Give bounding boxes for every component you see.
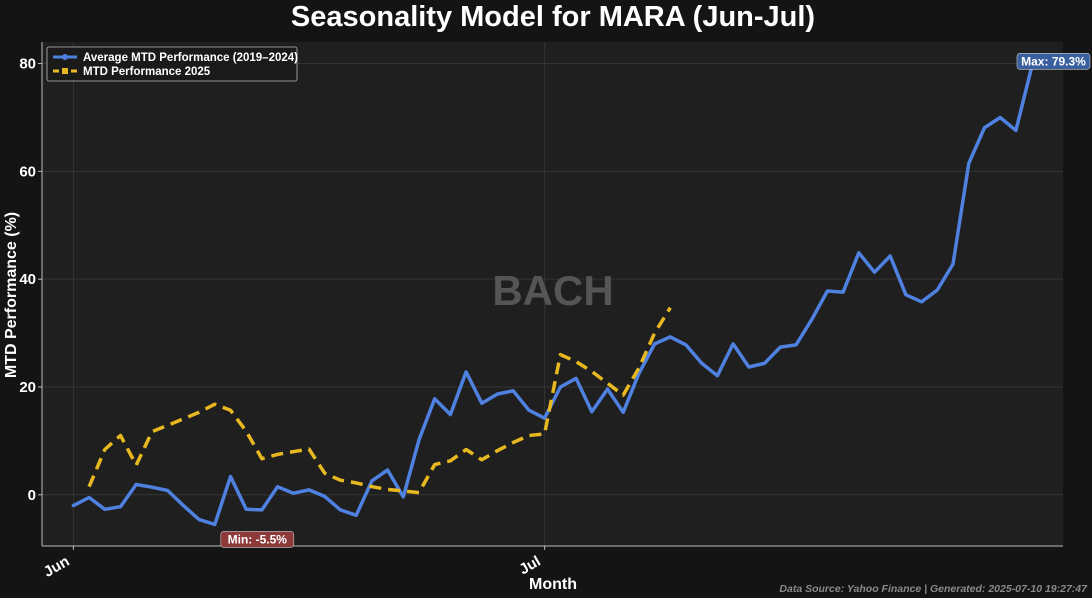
max-annotation-label: Max: 79.3%	[1021, 54, 1086, 68]
plot-background	[42, 42, 1063, 546]
chart-title: Seasonality Model for MARA (Jun-Jul)	[291, 1, 815, 33]
legend-items: Average MTD Performance (2019–2024) MTD P…	[53, 52, 298, 78]
performance-2025-line	[87, 306, 672, 495]
annotation-layer: Max: 79.3% Min: -5.5%	[220, 53, 1091, 548]
max-annotation-box	[1016, 53, 1091, 70]
legend-label: MTD Performance 2025	[83, 66, 211, 78]
min-annotation-label: Min: -5.5%	[228, 532, 288, 546]
y-tick-label: 40	[19, 271, 36, 288]
footer-source-note: Data Source: Yahoo Finance | Generated: …	[779, 583, 1088, 595]
legend-marker	[62, 68, 68, 74]
watermark: BACH	[492, 267, 613, 314]
y-tick-label: 20	[19, 379, 36, 396]
legend-label: Average MTD Performance (2019–2024)	[83, 52, 298, 64]
y-tick-label: 80	[19, 56, 36, 73]
legend-marker	[62, 54, 68, 60]
legend: Average MTD Performance (2019–2024) MTD P…	[46, 46, 298, 82]
legend-box	[46, 46, 298, 82]
y-tick-label: 0	[28, 487, 36, 504]
y-tick-label: 60	[19, 163, 36, 180]
series-layer	[71, 65, 1034, 527]
y-axis-title: MTD Performance (%)	[3, 212, 20, 378]
x-axis-title: Month	[529, 576, 577, 593]
min-annotation-box	[220, 531, 295, 548]
